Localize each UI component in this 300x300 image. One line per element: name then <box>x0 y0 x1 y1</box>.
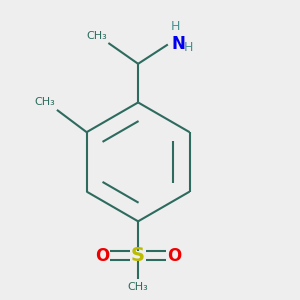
Text: S: S <box>131 246 145 265</box>
Text: H: H <box>170 20 180 33</box>
Text: CH₃: CH₃ <box>86 31 107 40</box>
Text: O: O <box>167 247 181 265</box>
Text: CH₃: CH₃ <box>35 98 56 107</box>
Text: O: O <box>95 247 110 265</box>
Text: N: N <box>171 35 185 53</box>
Text: H: H <box>184 41 193 54</box>
Text: CH₃: CH₃ <box>128 282 148 292</box>
